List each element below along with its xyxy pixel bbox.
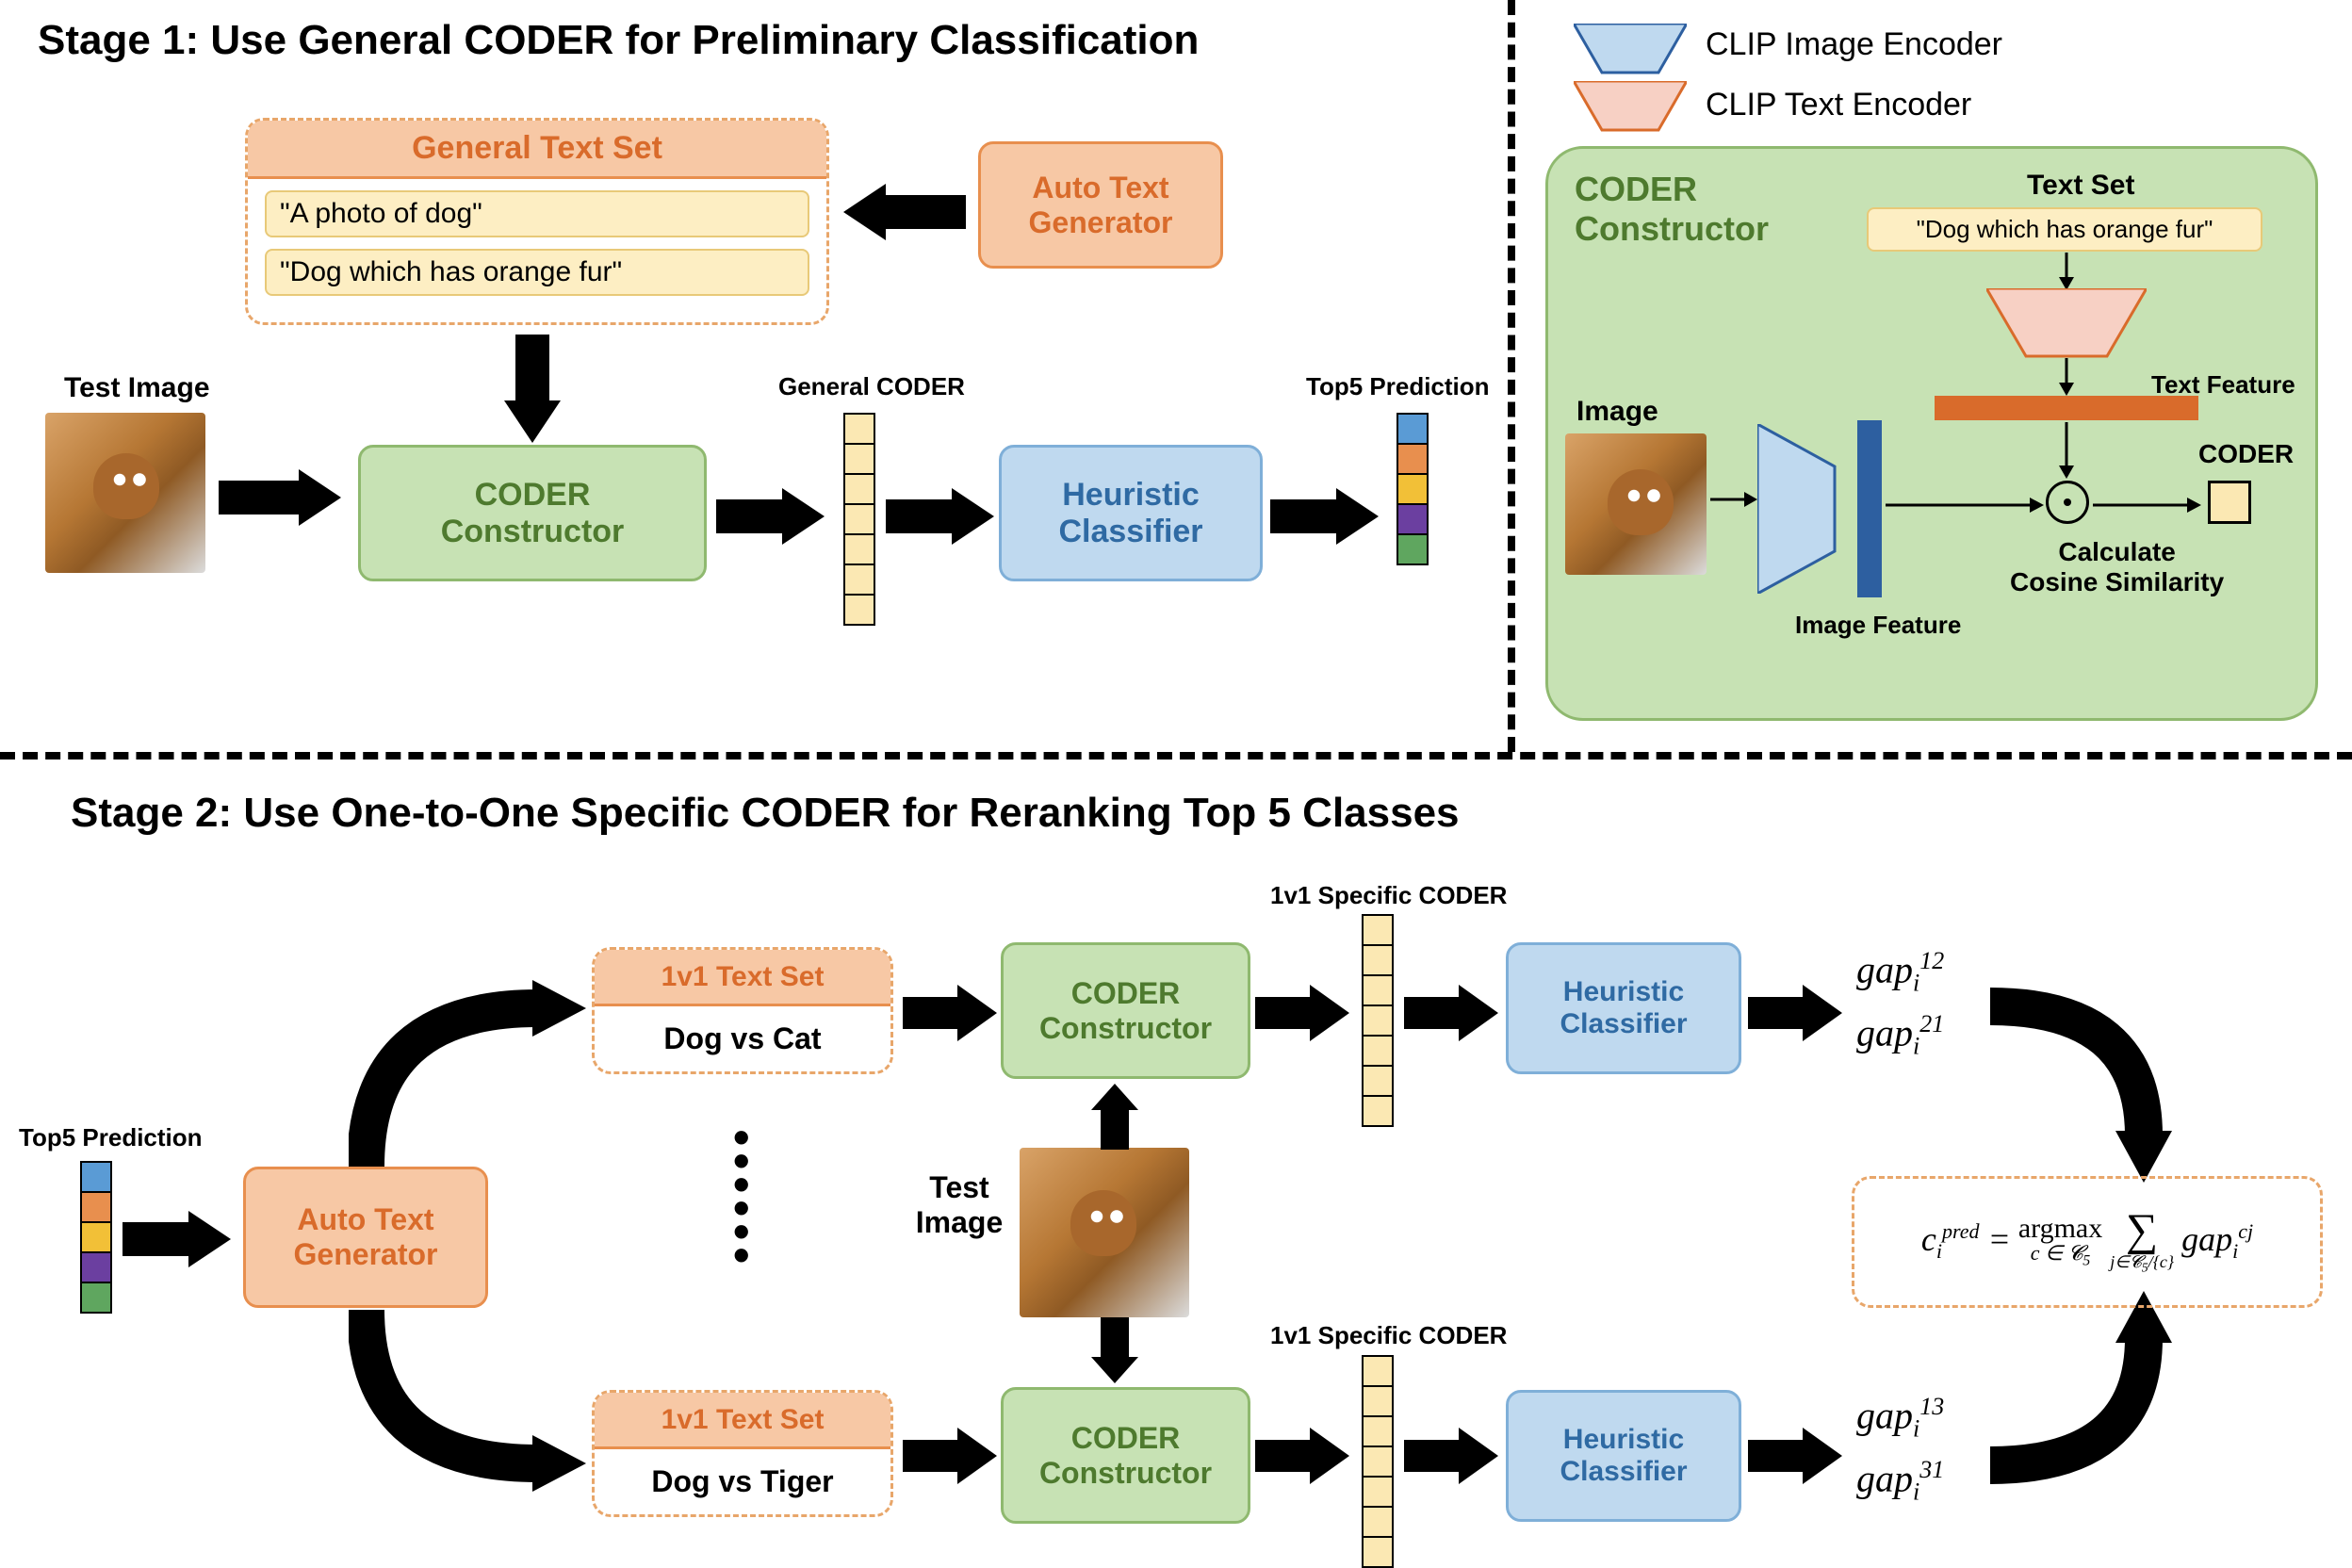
coder-output-label: CODER bbox=[2198, 439, 2294, 469]
arrow-encoder-to-textfeat bbox=[2057, 358, 2076, 396]
arrow-top5-to-atg-s2 bbox=[122, 1211, 231, 1267]
specific-coder-stack-bot bbox=[1362, 1355, 1394, 1566]
formula-sum-symbol: ∑ bbox=[2126, 1208, 2158, 1253]
test-image-dog-s2 bbox=[1020, 1148, 1189, 1317]
legend-image-encoder-icon bbox=[1574, 24, 1687, 80]
heuristic-classifier-s2-top: Heuristic Classifier bbox=[1506, 942, 1741, 1074]
heuristic-classifier-s2-bot: Heuristic Classifier bbox=[1506, 1390, 1741, 1522]
general-coder-stack bbox=[843, 413, 875, 624]
gap-21: gapi21 bbox=[1856, 1010, 1944, 1060]
specific-coder-label-bot: 1v1 Specific CODER bbox=[1270, 1321, 1507, 1350]
arrow-hc-to-gap-bot bbox=[1748, 1428, 1842, 1484]
arrow-hc-to-gap-top bbox=[1748, 985, 1842, 1041]
arrow-img-up-s2 bbox=[1091, 1084, 1138, 1150]
formula-constraint: c ∈ 𝓒5 bbox=[2031, 1243, 2091, 1268]
arrow-gap-to-formula-top bbox=[1979, 980, 2186, 1183]
legend-image-encoder-label: CLIP Image Encoder bbox=[1706, 26, 2002, 63]
legend-text-encoder-label: CLIP Text Encoder bbox=[1706, 87, 1971, 123]
test-image-dog bbox=[45, 413, 205, 573]
coder-constructor-panel: CODER Constructor Text Set "Dog which ha… bbox=[1545, 146, 2318, 721]
arrow-atg-to-textset-bot bbox=[349, 1298, 594, 1506]
coder-constructor-panel-title: CODER Constructor bbox=[1575, 170, 1769, 249]
arrow-ts-to-cc-top bbox=[903, 985, 997, 1041]
arrow-atg-to-textset bbox=[843, 184, 966, 240]
specific-coder-label-top: 1v1 Specific CODER bbox=[1270, 881, 1507, 910]
panel-dog-image bbox=[1565, 433, 1707, 575]
text-set-item-1: "Dog which has orange fur" bbox=[265, 249, 809, 296]
vertical-divider bbox=[1508, 0, 1515, 752]
image-panel-label: Image bbox=[1576, 396, 1658, 428]
arrow-heur-to-top5 bbox=[1270, 488, 1379, 545]
arrow-text-to-encoder bbox=[2057, 253, 2076, 290]
formula-box: cipred = argmax c ∈ 𝓒5 ∑ j∈𝓒5/{c} gapicj bbox=[1852, 1176, 2323, 1308]
text-set-item-0: "A photo of dog" bbox=[265, 190, 809, 237]
arrow-gap-to-formula-bot bbox=[1979, 1291, 2186, 1494]
arrow-stack-to-heur bbox=[886, 488, 994, 545]
coder-constructor-s2-top: CODER Constructor bbox=[1001, 942, 1250, 1079]
arrow-atg-to-textset-top bbox=[349, 971, 594, 1178]
text-set-1v1-top: 1v1 Text Set Dog vs Cat bbox=[592, 947, 893, 1074]
test-image-label: Test Image bbox=[64, 372, 210, 404]
test-image-label-s2: Test Image bbox=[903, 1170, 1016, 1240]
arrow-imgfeat-to-dot bbox=[1886, 496, 2044, 514]
text-set-1v1-title-bot: 1v1 Text Set bbox=[662, 1404, 825, 1436]
auto-text-generator-s2: Auto Text Generator bbox=[243, 1167, 488, 1308]
text-set-1v1-bot: 1v1 Text Set Dog vs Tiger bbox=[592, 1390, 893, 1517]
top5-stack-s1 bbox=[1396, 413, 1429, 564]
specific-coder-stack-top bbox=[1362, 914, 1394, 1125]
arrow-dot-to-coder bbox=[2093, 496, 2201, 514]
heuristic-classifier-s1: Heuristic Classifier bbox=[999, 445, 1263, 581]
vdots-textsets: •••••• bbox=[733, 1126, 750, 1267]
general-coder-label: General CODER bbox=[778, 372, 965, 401]
arrow-sc-to-hc-top bbox=[1404, 985, 1498, 1041]
gap-13: gapi13 bbox=[1856, 1393, 1944, 1443]
arrow-coder-to-stack bbox=[716, 488, 825, 545]
image-encoder-icon bbox=[1757, 424, 1838, 598]
arrow-cc-to-sc-top bbox=[1255, 985, 1349, 1041]
text-set-pair-bot: Dog vs Tiger bbox=[595, 1449, 890, 1513]
general-text-set-title: General Text Set bbox=[412, 130, 662, 167]
text-set-pair-top: Dog vs Cat bbox=[595, 1006, 890, 1070]
arrow-img-down-s2 bbox=[1091, 1317, 1138, 1383]
gap-31: gapi31 bbox=[1856, 1456, 1944, 1506]
formula-argmax: argmax bbox=[2018, 1215, 2102, 1243]
arrow-img-to-coder bbox=[219, 469, 341, 526]
text-feature-label: Text Feature bbox=[2151, 370, 2295, 400]
stage2-title: Stage 2: Use One-to-One Specific CODER f… bbox=[71, 790, 1460, 837]
coder-constructor-s2-bot: CODER Constructor bbox=[1001, 1387, 1250, 1524]
top5-label-s2: Top5 Prediction bbox=[19, 1123, 203, 1152]
image-feature-bar bbox=[1857, 420, 1882, 597]
auto-text-generator-box: Auto Text Generator bbox=[978, 141, 1223, 269]
general-text-set-panel: General Text Set "A photo of dog" "Dog w… bbox=[245, 118, 829, 325]
formula-rhs: gapicj bbox=[2181, 1219, 2253, 1264]
text-set-panel-example: "Dog which has orange fur" bbox=[1867, 207, 2262, 252]
arrow-cc-to-sc-bot bbox=[1255, 1428, 1349, 1484]
dot-product-icon: • bbox=[2046, 481, 2089, 524]
arrow-sc-to-hc-bot bbox=[1404, 1428, 1498, 1484]
horizontal-divider bbox=[0, 752, 2352, 760]
text-set-panel-label: Text Set bbox=[2027, 170, 2134, 202]
formula-lhs: cipred = bbox=[1921, 1219, 2011, 1264]
text-encoder-icon bbox=[1986, 288, 2147, 364]
arrow-textset-to-coder bbox=[504, 335, 561, 443]
arrow-ts-to-cc-bot bbox=[903, 1428, 997, 1484]
arrow-img-to-imgenc bbox=[1710, 490, 1757, 509]
image-feature-label: Image Feature bbox=[1795, 611, 1961, 640]
stage1-title: Stage 1: Use General CODER for Prelimina… bbox=[38, 17, 1199, 64]
formula-sum-sub: j∈𝓒5/{c} bbox=[2110, 1253, 2174, 1276]
text-set-1v1-title-top: 1v1 Text Set bbox=[662, 961, 825, 993]
coder-constructor-box-s1: CODER Constructor bbox=[358, 445, 707, 581]
top5-label-s1: Top5 Prediction bbox=[1306, 372, 1490, 401]
arrow-textfeat-to-dot bbox=[2057, 422, 2076, 479]
top5-stack-s2 bbox=[80, 1161, 112, 1312]
gap-12: gapi12 bbox=[1856, 947, 1944, 997]
calc-cosine-label: Calculate Cosine Similarity bbox=[2010, 537, 2224, 597]
coder-output-cell bbox=[2208, 481, 2251, 524]
legend-text-encoder-icon bbox=[1574, 81, 1687, 138]
